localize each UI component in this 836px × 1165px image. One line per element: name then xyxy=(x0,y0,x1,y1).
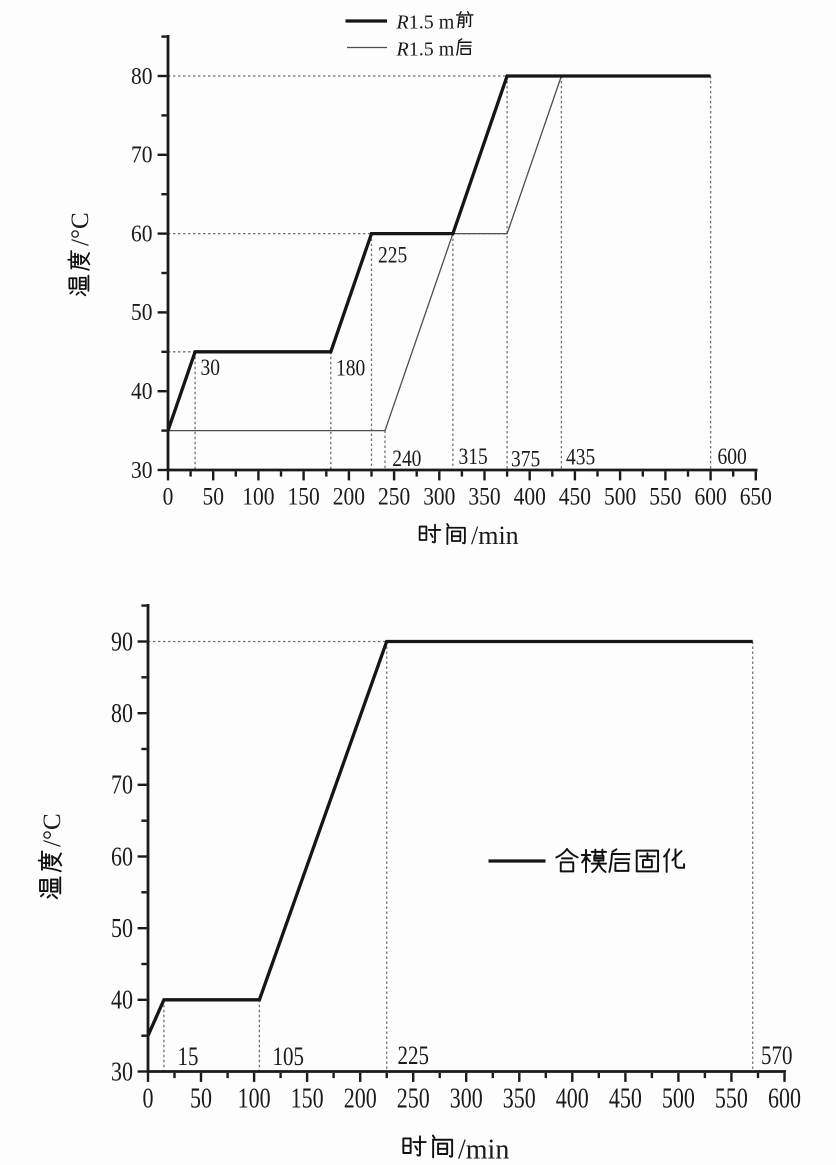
svg-text:400: 400 xyxy=(556,1083,589,1114)
svg-text:600: 600 xyxy=(718,443,747,469)
svg-text:250: 250 xyxy=(378,483,410,511)
svg-text:R1.5 m: R1.5 m xyxy=(396,12,455,34)
svg-text:15: 15 xyxy=(178,1043,199,1072)
svg-text:375: 375 xyxy=(511,446,540,472)
svg-text:600: 600 xyxy=(694,483,726,511)
svg-text:100: 100 xyxy=(242,483,274,511)
svg-text:50: 50 xyxy=(190,1083,212,1114)
svg-text:200: 200 xyxy=(344,1083,377,1114)
svg-text:350: 350 xyxy=(503,1083,536,1114)
svg-text:200: 200 xyxy=(333,483,365,511)
svg-text:600: 600 xyxy=(768,1083,801,1114)
svg-text:60: 60 xyxy=(111,842,133,872)
svg-text:300: 300 xyxy=(423,483,455,511)
svg-text:225: 225 xyxy=(378,242,407,268)
svg-text:50: 50 xyxy=(111,914,133,944)
svg-text:30: 30 xyxy=(111,1057,133,1087)
svg-text:550: 550 xyxy=(649,483,681,511)
svg-text:350: 350 xyxy=(468,483,500,511)
svg-text:/min: /min xyxy=(458,1135,509,1165)
svg-text:500: 500 xyxy=(662,1083,695,1114)
svg-text:40: 40 xyxy=(111,985,133,1015)
svg-text:450: 450 xyxy=(559,483,591,511)
svg-text:70: 70 xyxy=(131,142,152,168)
svg-text:30: 30 xyxy=(131,457,152,483)
svg-text:105: 105 xyxy=(273,1043,304,1072)
svg-text:80: 80 xyxy=(111,699,133,729)
svg-text:50: 50 xyxy=(202,483,223,511)
svg-text:180: 180 xyxy=(336,355,365,381)
svg-text:/°C: /°C xyxy=(39,813,66,847)
svg-text:70: 70 xyxy=(111,770,133,800)
svg-text:0: 0 xyxy=(143,1083,154,1114)
svg-text:225: 225 xyxy=(398,1042,429,1071)
svg-text:315: 315 xyxy=(459,443,488,469)
svg-text:40: 40 xyxy=(131,378,152,404)
svg-text:50: 50 xyxy=(131,299,152,325)
svg-text:100: 100 xyxy=(238,1083,271,1114)
svg-text:0: 0 xyxy=(163,483,174,511)
svg-text:550: 550 xyxy=(715,1083,748,1114)
svg-text:570: 570 xyxy=(761,1042,792,1071)
svg-text:650: 650 xyxy=(740,483,772,511)
svg-text:30: 30 xyxy=(201,354,220,380)
svg-text:500: 500 xyxy=(604,483,636,511)
svg-text:90: 90 xyxy=(111,627,133,657)
svg-text:250: 250 xyxy=(397,1083,430,1114)
svg-text:60: 60 xyxy=(131,220,152,246)
svg-text:80: 80 xyxy=(131,63,152,89)
svg-text:150: 150 xyxy=(287,483,319,511)
svg-text:400: 400 xyxy=(514,483,546,511)
svg-text:/°C: /°C xyxy=(67,212,94,246)
svg-text:435: 435 xyxy=(566,444,595,470)
svg-text:/min: /min xyxy=(471,521,519,550)
svg-text:300: 300 xyxy=(450,1083,483,1114)
svg-text:240: 240 xyxy=(392,445,421,471)
svg-text:150: 150 xyxy=(291,1083,324,1114)
svg-text:450: 450 xyxy=(609,1083,642,1114)
svg-text:R1.5 m: R1.5 m xyxy=(396,39,455,61)
